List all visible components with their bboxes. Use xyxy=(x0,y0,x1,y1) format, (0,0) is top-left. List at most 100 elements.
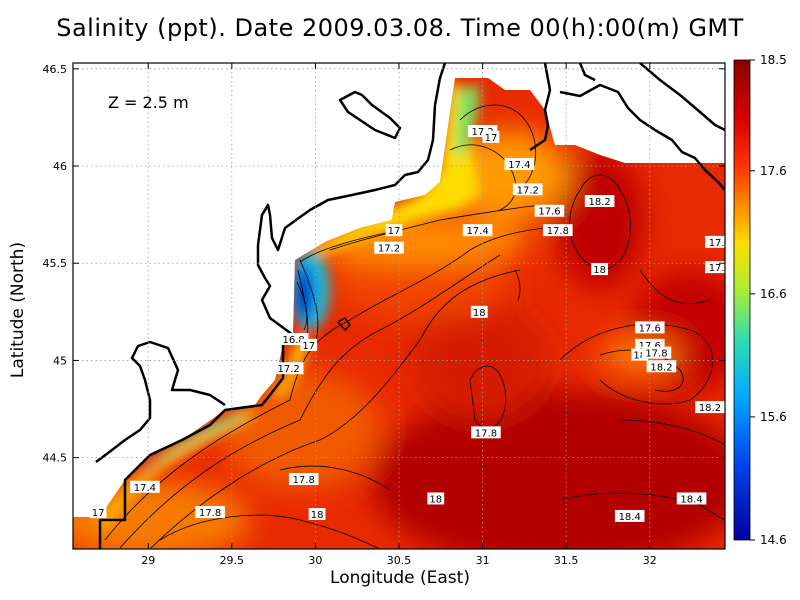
coastline xyxy=(95,63,725,549)
contour-label-text: 17.6 xyxy=(639,341,661,352)
contour-label-box xyxy=(646,360,677,373)
colorbar-tick-label: 18.5 xyxy=(760,53,787,67)
contour-label-box xyxy=(543,224,573,237)
contour-label-box xyxy=(504,158,535,171)
contour-label: 18 xyxy=(591,263,609,276)
contour-label-text: 18 xyxy=(429,494,442,505)
y-tick-label: 44.5 xyxy=(43,452,68,465)
x-axis-label: Longitude (East) xyxy=(330,568,470,588)
contour-label-box xyxy=(130,480,160,493)
contour-label-text: 17 xyxy=(388,226,401,237)
contour-label-box xyxy=(471,426,501,439)
contour-label: 17.6 xyxy=(534,204,565,218)
contour-label-box xyxy=(584,195,615,208)
contour-label-box xyxy=(676,492,707,505)
contour-labels: 17.2 17 17.4 17.2 18.2 17.6 17 17.4 17.8 17. 17.2 1… xyxy=(89,125,729,523)
contour-label: 17 xyxy=(482,130,500,144)
contour-label-text: 18.2 xyxy=(650,362,672,373)
contour-label-text: 17.4 xyxy=(466,226,488,237)
x-tick-label: 32 xyxy=(643,554,657,567)
contour-label: 17. xyxy=(705,235,729,249)
contour-label-text: 17 xyxy=(302,341,315,352)
contour-label-text: 18.2 xyxy=(699,403,721,414)
contour-label: 17.4 xyxy=(130,480,160,494)
contour-label-box xyxy=(634,321,665,334)
contour-label: 17. xyxy=(705,261,729,274)
colorbar-frame xyxy=(733,59,751,541)
contour-label-box xyxy=(195,506,225,519)
contour-label-box xyxy=(374,241,404,254)
contour-label-text: 17. xyxy=(709,263,725,274)
contour-label-text: 18.4 xyxy=(619,512,641,523)
contour-label-text: 17.8 xyxy=(475,428,497,439)
y-tick-label: 45.5 xyxy=(43,257,68,270)
contour-label-text: 17 xyxy=(92,508,105,519)
contour-label-text: 17.2 xyxy=(378,244,400,255)
contour-label-text: 18 xyxy=(593,265,606,276)
colorbar: 18.5 17.6 16.6 15.6 14.6 xyxy=(733,53,787,547)
contour-label-text: 17 xyxy=(485,133,498,144)
contour-label-text: 16.8 xyxy=(283,335,305,346)
contour-label: 17.8 xyxy=(195,506,225,519)
contour-label-text: 17.2 xyxy=(278,364,300,375)
contour-label: 17 xyxy=(300,338,318,352)
contour-label: 17.2 xyxy=(374,241,404,255)
contour-label-box xyxy=(89,506,107,519)
contour-label-box xyxy=(308,508,326,521)
contour-label: 17.8 xyxy=(288,473,319,486)
contour-label: 17.2 xyxy=(512,183,543,196)
colorbar-gradient xyxy=(734,60,750,540)
figure-title: Salinity (ppt). Date 2009.03.08. Time 00… xyxy=(56,14,744,42)
y-tick-label: 46 xyxy=(53,160,67,173)
x-tick-label: 29 xyxy=(141,554,155,567)
contour-label: 18 xyxy=(427,492,445,505)
contour-label-text: 18 xyxy=(633,351,646,362)
contour-label: 18.2 xyxy=(695,401,725,414)
y-tick-label: 46.5 xyxy=(43,63,68,76)
contour-label-text: 17. xyxy=(709,238,725,249)
colorbar-ticks: 18.5 17.6 16.6 15.6 14.6 xyxy=(750,53,787,547)
colorbar-tick-label: 16.6 xyxy=(760,287,787,301)
x-tick-label: 29.5 xyxy=(220,554,245,567)
contour-label-box xyxy=(385,224,403,237)
colorbar-tick-label: 14.6 xyxy=(760,533,787,547)
contour-label-box xyxy=(300,338,318,351)
contour-label: 17.2 xyxy=(273,362,304,375)
contour-label-box xyxy=(273,362,304,375)
contour-label: 18 xyxy=(470,305,488,319)
contour-label-box xyxy=(512,183,543,196)
contour-label: 17.8 xyxy=(543,224,573,237)
contour-label-text: 17.8 xyxy=(293,475,315,486)
contour-label: 18 xyxy=(308,508,326,521)
contour-label-box xyxy=(641,346,672,359)
gridlines xyxy=(73,63,725,549)
axis-ticks: 29 29.5 30 30.5 31 31.5 32 44.5 45 45.5 46 46.5 xyxy=(43,63,725,567)
contour-label: 18.4 xyxy=(614,509,645,523)
contour-label: 18.2 xyxy=(584,195,615,208)
contour-label: 17.8 xyxy=(641,346,672,360)
colorbar-tick-label: 15.6 xyxy=(760,410,787,424)
contour-label: 17.8 xyxy=(471,426,501,439)
contour-label: 17 xyxy=(89,506,107,519)
x-tick-label: 30 xyxy=(308,554,322,567)
x-tick-label: 30.5 xyxy=(387,554,412,567)
contour-label-text: 17.8 xyxy=(199,508,221,519)
contour-label-text: 18.2 xyxy=(588,197,610,208)
contour-label-box xyxy=(470,305,488,318)
colorbar-tick-label: 17.6 xyxy=(760,164,787,178)
contour-label-box xyxy=(591,263,609,276)
contour-label: 18.2 xyxy=(646,360,677,373)
contour-label-text: 17.6 xyxy=(639,323,661,334)
contour-label: 18.4 xyxy=(676,492,707,505)
contour-label-text: 18 xyxy=(311,510,324,521)
y-tick-label: 45 xyxy=(53,354,67,367)
contour-label-box xyxy=(614,509,645,522)
contour-label-box xyxy=(462,224,493,237)
contour-label-text: 17.4 xyxy=(134,483,156,494)
contour-label-box xyxy=(427,492,445,505)
contour-label-box xyxy=(482,130,500,143)
y-axis-label: Latitude (North) xyxy=(8,241,28,379)
contour-label-box xyxy=(705,235,729,248)
